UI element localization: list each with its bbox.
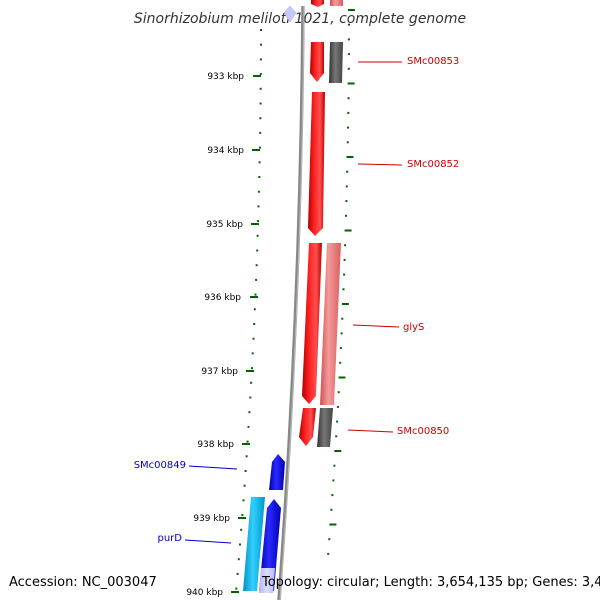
tick-935: 935 kbp [206, 220, 259, 230]
gene-smc00852[interactable] [308, 92, 325, 236]
gene-top-stub[interactable] [311, 0, 324, 7]
map-title: Sinorhizobium meliloti 1021, complete ge… [134, 11, 466, 27]
backbone-highlight [279, 5, 305, 600]
tick-939: 939 kbp [193, 514, 246, 524]
position-marker [283, 5, 297, 23]
gene-glys[interactable] [302, 243, 322, 404]
svg-text:933 kbp: 933 kbp [207, 72, 244, 82]
label-purd[interactable]: purD [158, 533, 183, 544]
tick-937: 937 kbp [201, 367, 254, 377]
scale-ruler: 933 kbp 934 kbp 935 kbp 936 kbp 937 kbp … [186, 72, 261, 598]
second-track-features [317, 0, 343, 447]
tick-933: 933 kbp [207, 72, 261, 82]
outer-tick-ring [327, 9, 355, 555]
label-smc00849[interactable]: SMc00849 [134, 460, 186, 471]
reverse-genes [243, 454, 285, 593]
genome-backbone [277, 5, 305, 600]
label-smc00852[interactable]: SMc00852 [407, 159, 459, 170]
label-smc00850[interactable]: SMc00850 [397, 426, 449, 437]
accession-text: Accession: NC_003047 [9, 575, 157, 590]
forward-genes [299, 0, 325, 446]
svg-text:937 kbp: 937 kbp [201, 367, 238, 377]
gene-smc00849[interactable] [269, 454, 285, 490]
svg-text:938 kbp: 938 kbp [197, 440, 234, 450]
topology-text: Topology: circular; Length: 3,654,135 bp… [261, 575, 600, 590]
feature-smc00853-gray[interactable] [329, 42, 343, 83]
label-glys[interactable]: glyS [403, 322, 424, 333]
tick-934: 934 kbp [207, 146, 260, 156]
feature-glys-pink[interactable] [320, 243, 341, 405]
tick-938: 938 kbp [197, 440, 250, 450]
feature-top-pink[interactable] [330, 0, 343, 6]
gene-smc00853[interactable] [310, 42, 324, 82]
svg-text:934 kbp: 934 kbp [207, 146, 244, 156]
svg-text:936 kbp: 936 kbp [204, 293, 241, 303]
svg-text:940 kbp: 940 kbp [186, 588, 223, 598]
svg-text:939 kbp: 939 kbp [193, 514, 230, 524]
svg-text:935 kbp: 935 kbp [206, 220, 243, 230]
tick-936: 936 kbp [204, 293, 258, 303]
tick-940: 940 kbp [186, 588, 239, 598]
feature-smc00850-gray[interactable] [317, 408, 333, 447]
feature-lavender[interactable] [259, 568, 275, 593]
gene-smc00850[interactable] [299, 408, 316, 446]
label-smc00853[interactable]: SMc00853 [407, 56, 459, 67]
gene-labels: SMc00853 SMc00852 glyS SMc00850 SMc00849… [134, 56, 460, 544]
inner-tick-ring [235, 29, 262, 590]
gene-purd[interactable] [243, 497, 265, 591]
